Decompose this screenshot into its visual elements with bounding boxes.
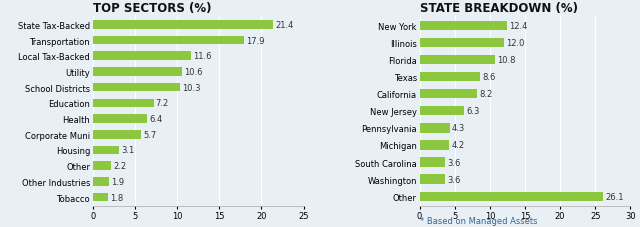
Bar: [93, 84, 180, 92]
Bar: [93, 115, 147, 123]
Text: 17.9: 17.9: [246, 36, 264, 45]
Text: 10.8: 10.8: [497, 56, 516, 65]
Text: 1.8: 1.8: [110, 193, 124, 202]
Bar: [93, 162, 111, 170]
Text: 1.9: 1.9: [111, 177, 124, 186]
Bar: [420, 38, 504, 48]
Bar: [93, 21, 273, 30]
Text: 3.6: 3.6: [447, 175, 460, 184]
Bar: [93, 37, 244, 45]
Text: * Based on Managed Assets: * Based on Managed Assets: [420, 216, 537, 225]
Bar: [93, 130, 141, 139]
Bar: [420, 175, 445, 184]
Text: 12.0: 12.0: [506, 39, 524, 48]
Text: 21.4: 21.4: [275, 21, 294, 30]
Text: 8.2: 8.2: [479, 90, 493, 99]
Bar: [420, 106, 464, 116]
Text: 12.4: 12.4: [509, 22, 527, 31]
Text: 7.2: 7.2: [156, 99, 169, 108]
Bar: [420, 192, 603, 201]
Text: 8.6: 8.6: [482, 73, 495, 82]
Text: 4.2: 4.2: [451, 141, 465, 150]
Text: TOP SECTORS (%): TOP SECTORS (%): [93, 2, 211, 15]
Text: 3.6: 3.6: [447, 158, 460, 167]
Bar: [93, 99, 154, 108]
Bar: [93, 52, 191, 61]
Text: 10.6: 10.6: [184, 68, 203, 77]
Bar: [93, 177, 109, 186]
Text: 26.1: 26.1: [605, 192, 623, 201]
Bar: [93, 146, 119, 155]
Bar: [420, 72, 480, 82]
Text: 3.1: 3.1: [121, 146, 134, 155]
Bar: [93, 193, 108, 202]
Bar: [420, 158, 445, 167]
Text: 10.3: 10.3: [182, 83, 200, 92]
Bar: [420, 21, 507, 31]
Bar: [420, 141, 449, 150]
Text: 2.2: 2.2: [113, 161, 127, 170]
Text: 6.4: 6.4: [149, 115, 162, 123]
Bar: [420, 55, 495, 65]
Text: 6.3: 6.3: [466, 107, 479, 116]
Bar: [93, 68, 182, 76]
Bar: [420, 123, 450, 133]
Text: 4.3: 4.3: [452, 124, 465, 133]
Bar: [420, 89, 477, 99]
Text: 5.7: 5.7: [143, 130, 156, 139]
Text: STATE BREAKDOWN (%): STATE BREAKDOWN (%): [420, 2, 577, 15]
Text: 11.6: 11.6: [193, 52, 211, 61]
